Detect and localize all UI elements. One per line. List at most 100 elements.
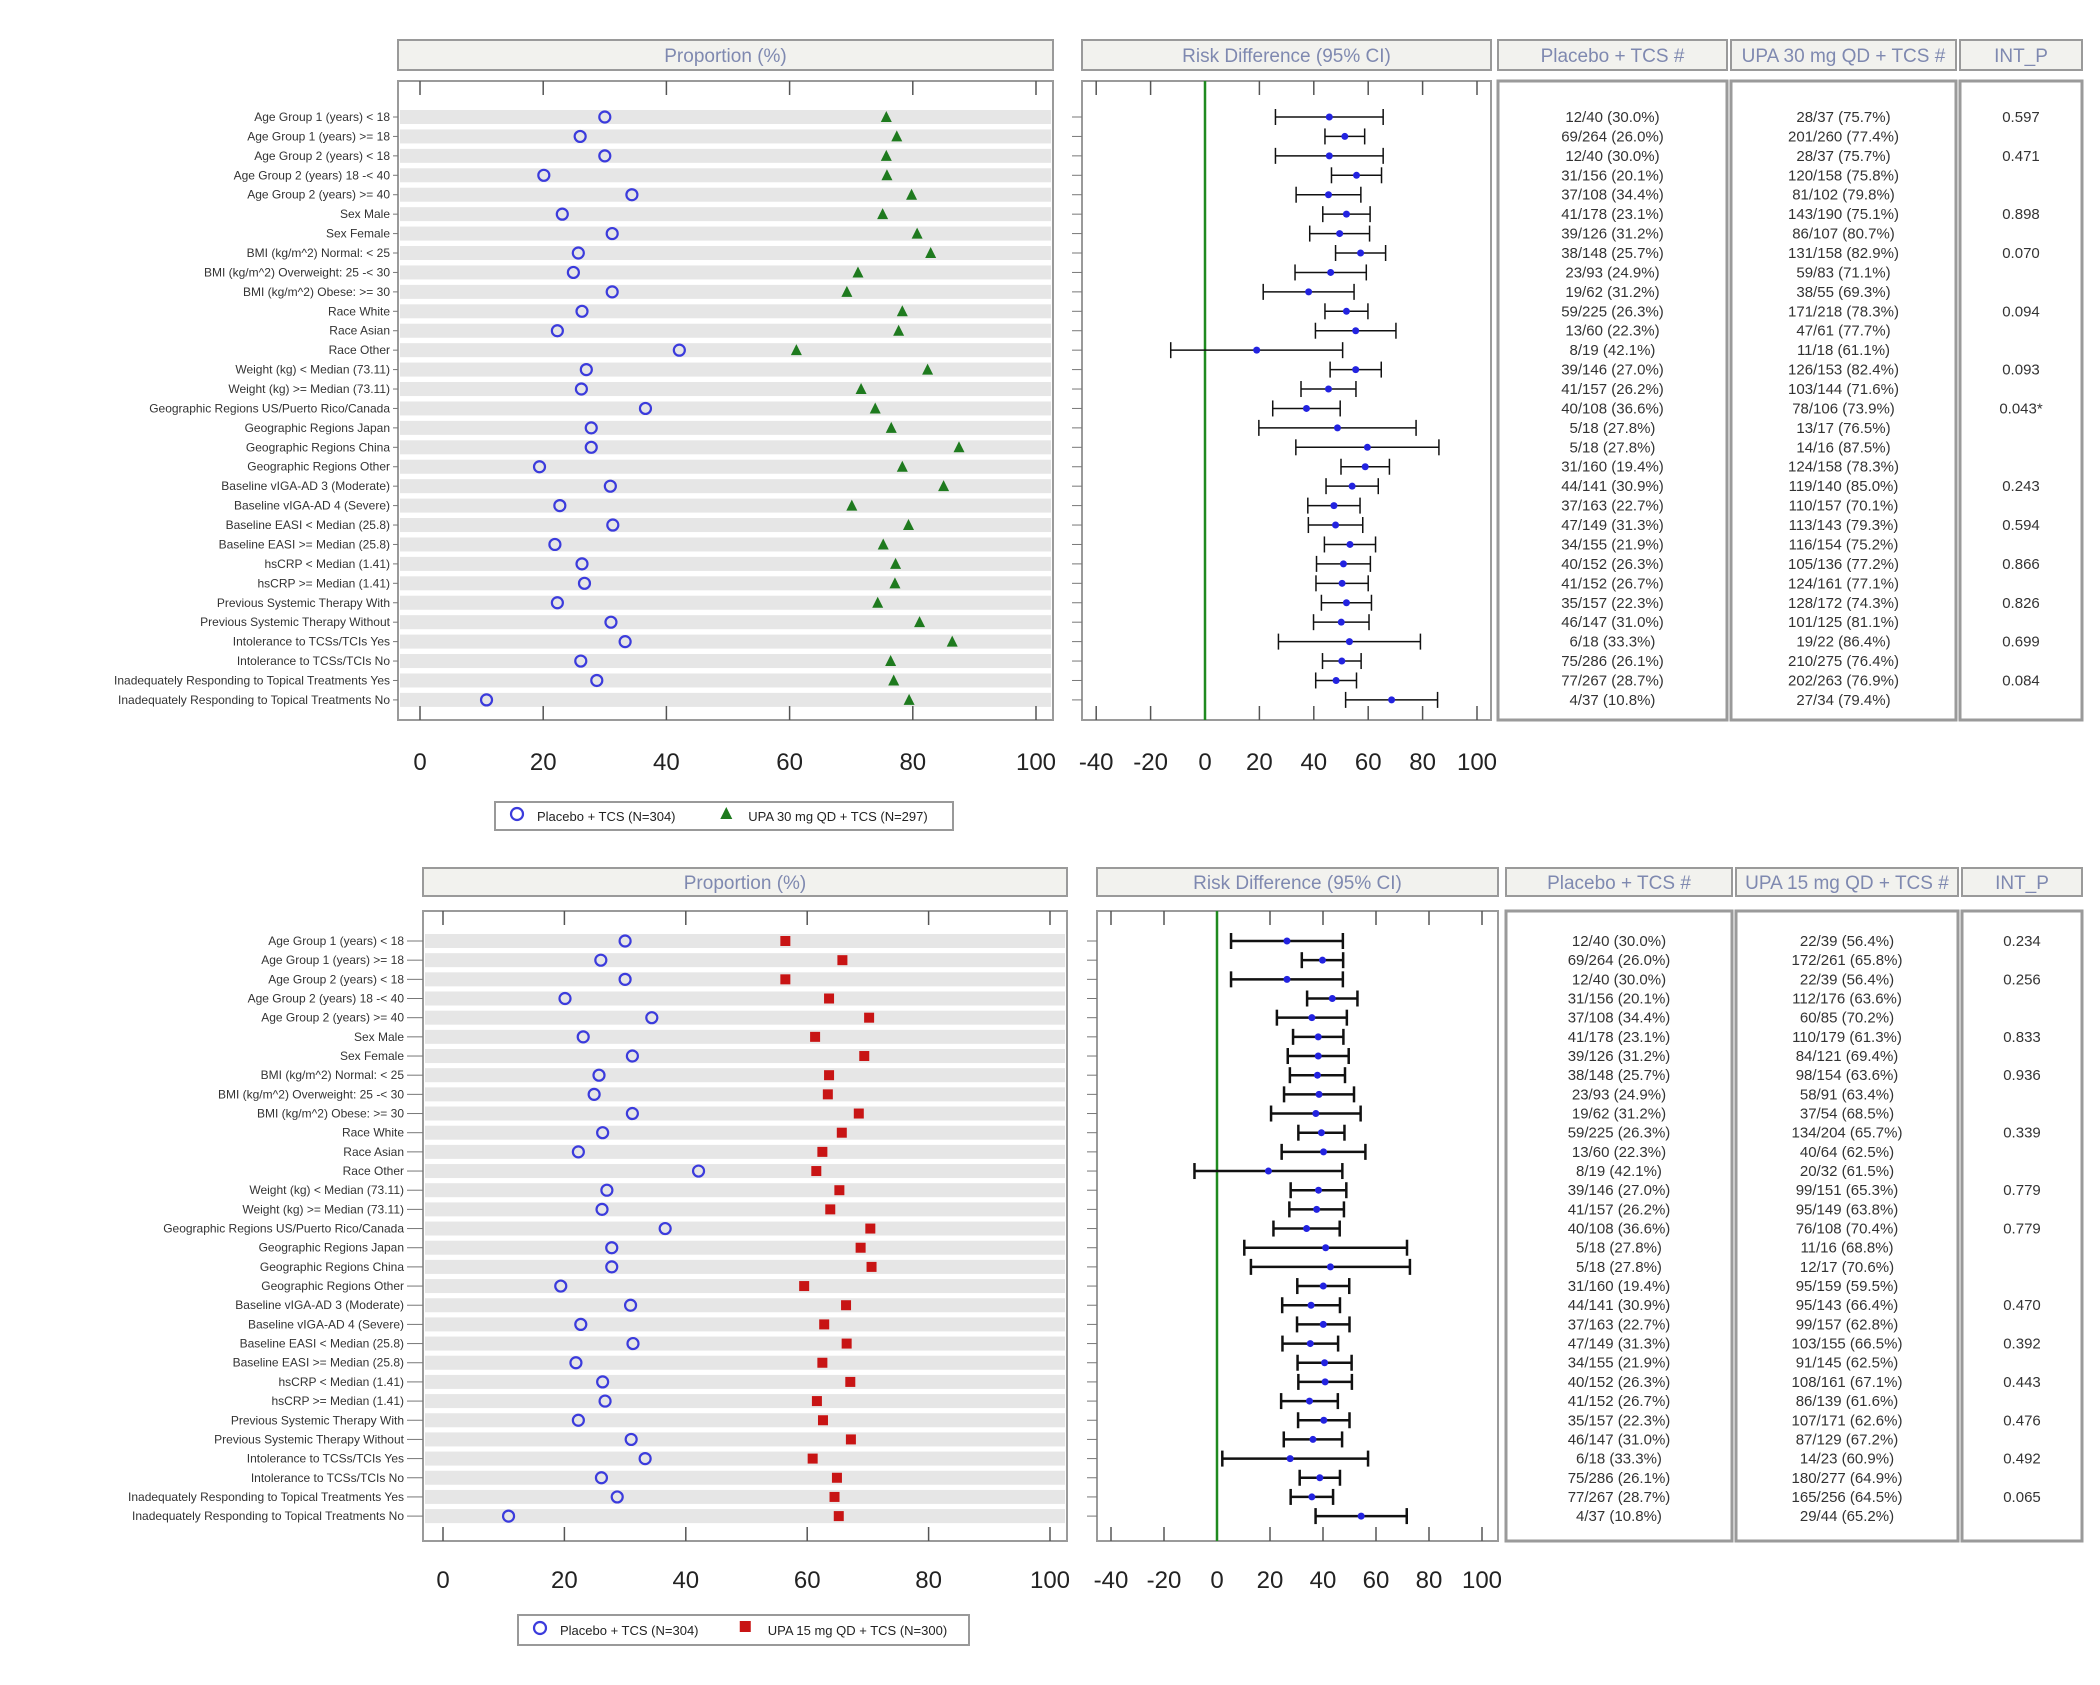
active-cell: 47/61 (77.7%) <box>1796 323 1890 340</box>
active-marker <box>893 324 905 336</box>
row-label: BMI (kg/m^2) Normal: < 25 <box>247 246 391 260</box>
active-marker <box>906 188 918 200</box>
row-label: Baseline vIGA-AD 3 (Moderate) <box>221 479 390 493</box>
active-cell: 11/18 (61.1%) <box>1797 342 1890 359</box>
rd-point-estimate <box>1330 502 1338 510</box>
active-cell: 27/34 (79.4%) <box>1796 692 1890 709</box>
rd-point-estimate <box>1357 249 1365 257</box>
placebo-marker <box>590 673 604 688</box>
placebo-column-header-box <box>1505 867 1733 897</box>
row-label: Weight (kg) < Median (73.11) <box>249 1183 404 1197</box>
risk-difference-header-box <box>1081 39 1492 71</box>
active-cell: 103/144 (71.6%) <box>1788 381 1899 398</box>
row-label: Race Other <box>329 343 390 357</box>
active-cell: 131/158 (82.9%) <box>1788 245 1899 262</box>
row-label: Intolerance to TCSs/TCIs No <box>251 1471 404 1485</box>
placebo-marker <box>595 1202 609 1216</box>
row-band <box>400 265 1051 280</box>
row-label: Previous Systemic Therapy Without <box>200 615 391 629</box>
row-label: BMI (kg/m^2) Obese: >= 30 <box>257 1107 404 1121</box>
int-p-cell: 0.443 <box>2003 1374 2041 1391</box>
active-column-header: UPA 30 mg QD + TCS # <box>1742 46 1946 67</box>
row-band <box>400 168 1051 183</box>
active-column-header: UPA 15 mg QD + TCS # <box>1745 873 1949 894</box>
rd-point-estimate <box>1388 696 1396 704</box>
active-cell: 22/39 (56.4%) <box>1800 933 1894 950</box>
placebo-cell: 23/93 (24.9%) <box>1572 1086 1666 1103</box>
active-marker <box>890 557 902 569</box>
placebo-cell: 41/157 (26.2%) <box>1561 381 1664 398</box>
row-label: hsCRP < Median (1.41) <box>264 557 390 571</box>
row-band <box>400 692 1051 707</box>
row-band <box>425 1394 1065 1409</box>
rd-point-estimate <box>1302 404 1310 412</box>
row-label: Age Group 2 (years) >= 40 <box>247 188 390 202</box>
legend-active-marker <box>720 807 733 819</box>
active-column-header-box <box>1730 39 1957 71</box>
placebo-marker <box>605 226 619 241</box>
rd-point-estimate <box>1309 1435 1317 1443</box>
rd-point-estimate <box>1314 1052 1322 1060</box>
rd-point-estimate <box>1324 191 1332 199</box>
placebo-marker <box>555 207 569 221</box>
row-band <box>400 615 1051 630</box>
legend-active-marker <box>739 1621 751 1632</box>
placebo-cell: 6/18 (33.3%) <box>1570 634 1656 651</box>
active-marker <box>824 993 835 1004</box>
proportion-tick-label: 20 <box>551 1567 578 1594</box>
placebo-marker <box>624 1432 638 1447</box>
rd-tick-label: 40 <box>1300 749 1327 776</box>
rd-point-estimate <box>1332 521 1340 529</box>
active-marker <box>810 1031 821 1042</box>
placebo-marker <box>579 362 593 377</box>
placebo-cell: 12/40 (30.0%) <box>1565 109 1659 126</box>
active-marker <box>831 1472 842 1483</box>
active-marker <box>819 1319 830 1330</box>
placebo-column-header: Placebo + TCS # <box>1547 873 1691 894</box>
int-p-cell: 0.779 <box>2003 1221 2041 1238</box>
active-marker <box>837 955 848 966</box>
active-marker <box>780 974 791 985</box>
proportion-tick-label: 40 <box>653 749 680 776</box>
active-marker <box>811 1166 822 1177</box>
rd-tick-label: 20 <box>1257 1567 1284 1594</box>
active-marker <box>834 1185 845 1196</box>
active-cell: 40/64 (62.5%) <box>1800 1144 1894 1161</box>
active-cell: 107/171 (62.6%) <box>1792 1412 1903 1429</box>
int-p-cell: 0.256 <box>2003 971 2041 988</box>
int-p-cell: 0.339 <box>2003 1125 2041 1142</box>
active-cell: 95/159 (59.5%) <box>1796 1278 1899 1295</box>
placebo-cell: 75/286 (26.1%) <box>1561 653 1664 670</box>
row-band <box>425 1489 1065 1504</box>
placebo-cell: 38/148 (25.7%) <box>1568 1067 1671 1084</box>
placebo-column-header-box <box>1497 39 1728 71</box>
placebo-marker <box>638 401 653 416</box>
row-label: Baseline vIGA-AD 4 (Severe) <box>234 499 390 513</box>
active-cell: 108/161 (67.1%) <box>1792 1374 1903 1391</box>
risk-difference-header-box <box>1096 867 1499 897</box>
active-marker <box>925 247 937 259</box>
active-marker <box>829 1491 840 1502</box>
placebo-marker <box>606 518 620 532</box>
placebo-marker <box>550 596 564 610</box>
row-band <box>400 362 1051 377</box>
row-band <box>425 1029 1065 1044</box>
rd-point-estimate <box>1337 618 1345 626</box>
row-band <box>425 1317 1065 1332</box>
active-marker <box>853 1108 864 1119</box>
active-cell: 78/106 (73.9%) <box>1792 400 1895 417</box>
placebo-cell: 5/18 (27.8%) <box>1570 439 1656 456</box>
placebo-cell: 6/18 (33.3%) <box>1576 1451 1662 1468</box>
int-p-column-header-box <box>1959 39 2083 71</box>
row-band <box>400 401 1051 416</box>
row-band <box>425 1049 1065 1064</box>
row-label: Baseline vIGA-AD 3 (Moderate) <box>235 1298 404 1312</box>
row-band <box>425 972 1065 987</box>
row-label: Baseline EASI < Median (25.8) <box>240 1337 404 1351</box>
table-column-1 <box>1496 79 1729 722</box>
int-p-cell: 0.866 <box>2002 556 2040 573</box>
active-cell: 91/145 (62.5%) <box>1796 1355 1899 1372</box>
int-p-cell: 0.936 <box>2003 1067 2041 1084</box>
active-cell: 124/158 (78.3%) <box>1788 459 1899 476</box>
row-label: BMI (kg/m^2) Obese: >= 30 <box>243 285 390 299</box>
